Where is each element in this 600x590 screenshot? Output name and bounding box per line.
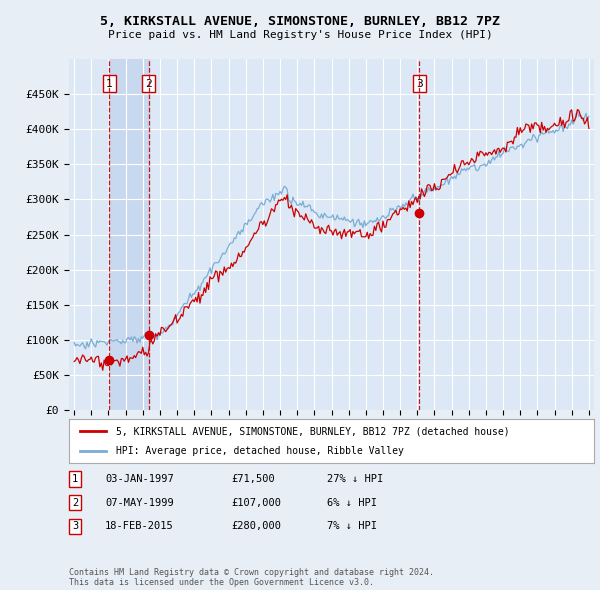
Text: 5, KIRKSTALL AVENUE, SIMONSTONE, BURNLEY, BB12 7PZ (detached house): 5, KIRKSTALL AVENUE, SIMONSTONE, BURNLEY… <box>116 427 510 436</box>
Text: £280,000: £280,000 <box>231 522 281 531</box>
Text: HPI: Average price, detached house, Ribble Valley: HPI: Average price, detached house, Ribb… <box>116 446 404 455</box>
Text: £71,500: £71,500 <box>231 474 275 484</box>
Text: 3: 3 <box>416 78 423 88</box>
Text: 7% ↓ HPI: 7% ↓ HPI <box>327 522 377 531</box>
Text: 6% ↓ HPI: 6% ↓ HPI <box>327 498 377 507</box>
Text: 03-JAN-1997: 03-JAN-1997 <box>105 474 174 484</box>
Text: £107,000: £107,000 <box>231 498 281 507</box>
Text: 3: 3 <box>72 522 78 531</box>
Text: Price paid vs. HM Land Registry's House Price Index (HPI): Price paid vs. HM Land Registry's House … <box>107 30 493 40</box>
Text: 18-FEB-2015: 18-FEB-2015 <box>105 522 174 531</box>
Text: 1: 1 <box>72 474 78 484</box>
Text: 5, KIRKSTALL AVENUE, SIMONSTONE, BURNLEY, BB12 7PZ: 5, KIRKSTALL AVENUE, SIMONSTONE, BURNLEY… <box>100 15 500 28</box>
Text: 1: 1 <box>106 78 113 88</box>
Text: 2: 2 <box>72 498 78 507</box>
Text: 27% ↓ HPI: 27% ↓ HPI <box>327 474 383 484</box>
Text: 07-MAY-1999: 07-MAY-1999 <box>105 498 174 507</box>
Text: Contains HM Land Registry data © Crown copyright and database right 2024.
This d: Contains HM Land Registry data © Crown c… <box>69 568 434 587</box>
Text: 2: 2 <box>146 78 152 88</box>
Bar <box>109 59 149 410</box>
